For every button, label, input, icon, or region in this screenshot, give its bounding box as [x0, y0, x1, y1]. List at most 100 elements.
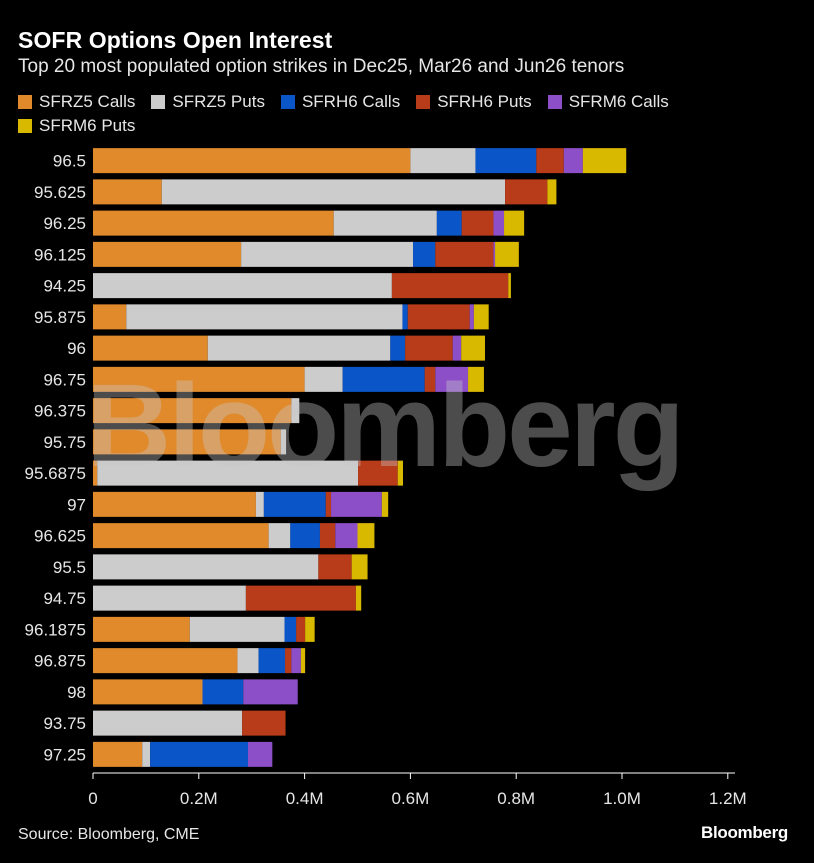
bar-segment [93, 616, 190, 642]
legend-label: SFRZ5 Puts [172, 92, 265, 111]
bar-segment [93, 554, 319, 580]
x-tick-label: 1.2M [709, 789, 747, 808]
legend-item: SFRH6 Puts [416, 92, 532, 112]
bar-segment [255, 491, 264, 517]
bar-segment [493, 210, 505, 236]
bar-segment [93, 210, 334, 236]
legend-item: SFRM6 Calls [547, 92, 669, 112]
bar-segment [245, 585, 356, 611]
bar-segment [493, 241, 496, 267]
bar-segment [469, 304, 474, 330]
legend-item: SFRH6 Calls [280, 92, 401, 112]
bar-segment [97, 460, 359, 486]
legend-label: SFRZ5 Calls [39, 92, 136, 111]
bar-segment [93, 491, 256, 517]
bar-segment [93, 335, 208, 361]
x-tick-label: 0.4M [286, 789, 324, 808]
bar-segment [258, 648, 286, 674]
category-label: 96 [67, 339, 86, 358]
bar-segment [391, 273, 509, 299]
bar-segment [473, 304, 489, 330]
bar-segment [93, 648, 238, 674]
bar-segment [436, 210, 462, 236]
x-tick-label: 0 [88, 789, 97, 808]
legend: SFRZ5 Calls SFRZ5 Puts SFRH6 Calls SFRH6 Pu… [18, 92, 718, 136]
category-label: 93.75 [43, 714, 86, 733]
bar-segment [495, 241, 519, 267]
bar-segment [319, 523, 336, 549]
bar-segment [93, 523, 269, 549]
bar-segment [207, 335, 391, 361]
bar-segment [547, 179, 557, 205]
bar-segment [351, 554, 368, 580]
bar-segment [333, 210, 437, 236]
bar-segment [468, 366, 484, 392]
bar-segment [357, 523, 375, 549]
bar-segment [93, 429, 281, 455]
bar-segment [318, 554, 352, 580]
bar-segment [405, 335, 453, 361]
bloomberg-logo: Bloomberg [700, 823, 788, 842]
bar-segment [390, 335, 406, 361]
x-tick-label: 1.0M [603, 789, 641, 808]
bar-segment [93, 585, 246, 611]
legend-label: SFRH6 Puts [437, 92, 532, 111]
bar-segment [291, 648, 301, 674]
x-tick-label: 0.8M [497, 789, 535, 808]
bar-segment [93, 398, 292, 424]
bar-segment [397, 460, 403, 486]
legend-label: SFRM6 Calls [568, 92, 669, 111]
bar-segment [280, 429, 287, 455]
bar-segment [284, 616, 297, 642]
category-label: 95.875 [34, 308, 86, 327]
bar-segment [435, 366, 469, 392]
bar-segment [126, 304, 403, 330]
bar-segment [452, 335, 462, 361]
category-label: 96.75 [43, 370, 86, 389]
chart-title: SOFR Options Open Interest [18, 27, 333, 53]
legend-swatch [280, 95, 295, 109]
bar-segment [402, 304, 408, 330]
bar-segment [93, 366, 305, 392]
bar-segment [268, 523, 291, 549]
bar-segment [475, 148, 537, 174]
bar-segment [150, 741, 248, 767]
bar-segment [435, 241, 494, 267]
bar-segment [505, 179, 548, 205]
category-label: 94.75 [43, 589, 86, 608]
bar-segment [536, 148, 564, 174]
category-label: 96.375 [34, 402, 86, 421]
bar-segment [407, 304, 470, 330]
bar-segment [142, 741, 151, 767]
bar-segment [93, 273, 392, 299]
category-label: 96.625 [34, 527, 86, 546]
category-label: 97.25 [43, 745, 86, 764]
bar-segment [424, 366, 436, 392]
category-label: 96.5 [53, 152, 86, 171]
legend-swatch [18, 119, 32, 133]
bar-segment [296, 616, 306, 642]
category-label: 96.25 [43, 214, 86, 233]
legend-label: SFRM6 Puts [39, 116, 136, 135]
legend-swatch [416, 95, 431, 109]
category-label: 95.6875 [25, 464, 86, 483]
bar-segment [413, 241, 436, 267]
bar-segment [325, 491, 332, 517]
bar-segment [381, 491, 389, 517]
bar-segment [563, 148, 583, 174]
category-label: 98 [67, 683, 86, 702]
bar-segment [291, 398, 300, 424]
legend-label: SFRH6 Calls [301, 92, 401, 111]
bar-segment [93, 710, 243, 736]
bar-segment [504, 210, 525, 236]
category-label: 95.625 [34, 183, 86, 202]
bar-segment [93, 304, 127, 330]
bar-segment [285, 648, 292, 674]
bar-segment [161, 179, 506, 205]
bar-segment [93, 679, 203, 705]
bar-segment [93, 148, 411, 174]
bar-segment [243, 679, 298, 705]
category-label: 95.5 [53, 558, 86, 577]
bar-segment [189, 616, 285, 642]
